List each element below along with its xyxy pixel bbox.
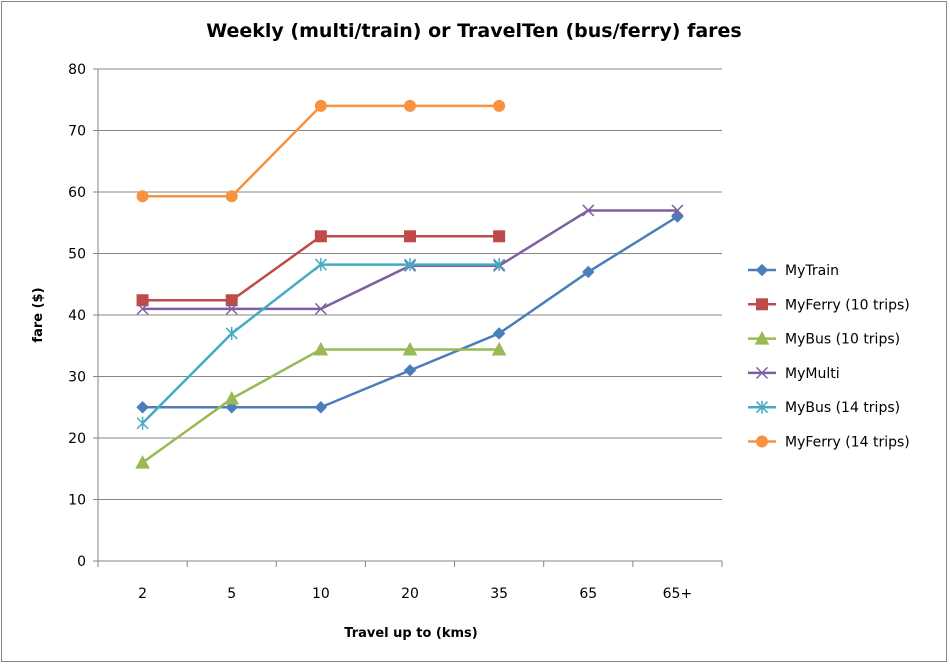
x-tick-label: 65+ bbox=[663, 586, 693, 602]
y-tick-label: 40 bbox=[68, 308, 86, 324]
data-point bbox=[492, 327, 506, 340]
data-point bbox=[671, 204, 684, 217]
series-0 bbox=[136, 210, 684, 414]
y-tick-label: 80 bbox=[68, 62, 86, 78]
y-tick-label: 70 bbox=[68, 124, 86, 140]
data-point bbox=[314, 302, 327, 315]
data-point bbox=[404, 230, 416, 243]
series-1 bbox=[136, 230, 506, 307]
data-point bbox=[314, 230, 327, 243]
data-point bbox=[224, 391, 240, 405]
legend-item: MyBus (10 trips) bbox=[748, 331, 900, 348]
data-point bbox=[135, 455, 150, 469]
data-point bbox=[225, 190, 238, 203]
legend-marker bbox=[755, 263, 769, 277]
series-4 bbox=[136, 258, 506, 430]
data-point bbox=[582, 265, 595, 279]
x-tick-label: 2 bbox=[138, 586, 147, 602]
data-point bbox=[136, 294, 149, 307]
x-tick-label: 10 bbox=[312, 586, 330, 602]
legend-label: MyBus (10 trips) bbox=[785, 332, 900, 348]
legend: MyTrain MyFerry (10 trips) MyBus (10 trips… bbox=[748, 263, 910, 451]
legend-label: MyMulti bbox=[785, 366, 840, 382]
legend-item: MyFerry (10 trips) bbox=[748, 297, 910, 313]
y-tick-label: 50 bbox=[68, 247, 86, 263]
legend-label: MyFerry (10 trips) bbox=[785, 297, 910, 313]
data-point bbox=[225, 294, 238, 307]
legend-marker bbox=[755, 366, 769, 379]
legend-label: MyTrain bbox=[785, 263, 839, 279]
legend-item: MyBus (14 trips) bbox=[748, 400, 900, 416]
y-tick-label: 0 bbox=[77, 554, 86, 570]
legend-marker bbox=[755, 400, 769, 414]
data-point bbox=[404, 99, 416, 112]
series-2 bbox=[135, 341, 507, 469]
legend-marker bbox=[754, 331, 770, 345]
y-tick-label: 20 bbox=[68, 431, 86, 447]
y-tick-label: 30 bbox=[68, 370, 86, 386]
x-tick-label: 20 bbox=[401, 586, 419, 602]
data-point bbox=[136, 190, 149, 203]
series-5 bbox=[136, 99, 506, 203]
x-tick-label: 35 bbox=[490, 586, 508, 602]
data-point bbox=[493, 258, 506, 272]
data-point bbox=[493, 230, 506, 243]
data-point bbox=[582, 204, 595, 217]
data-point bbox=[225, 326, 238, 340]
gridlines bbox=[93, 68, 722, 562]
x-tick-label: 65 bbox=[579, 586, 597, 602]
data-point bbox=[314, 401, 328, 414]
legend-marker bbox=[756, 435, 768, 448]
data-point bbox=[402, 341, 418, 356]
x-tick-label: 5 bbox=[227, 586, 236, 602]
y-tick-labels: 0 10 20 30 40 50 60 70 80 bbox=[68, 62, 86, 570]
legend-item: MyMulti bbox=[748, 366, 840, 382]
data-point bbox=[136, 302, 149, 315]
data-point bbox=[314, 99, 327, 112]
chart-title: Weekly (multi/train) or TravelTen (bus/f… bbox=[206, 20, 742, 42]
legend-item: MyFerry (14 trips) bbox=[748, 435, 910, 451]
data-point bbox=[493, 99, 506, 112]
data-point bbox=[403, 258, 417, 272]
legend-label: MyBus (14 trips) bbox=[785, 400, 900, 416]
series-line bbox=[142, 104, 500, 198]
data-point bbox=[225, 302, 238, 315]
x-tick-labels: 2 5 10 20 35 65 65+ bbox=[138, 586, 692, 602]
data-point bbox=[403, 364, 417, 377]
legend-item: MyTrain bbox=[748, 263, 839, 279]
y-axis-title: fare ($) bbox=[31, 287, 46, 342]
axes bbox=[97, 69, 723, 567]
data-point bbox=[314, 258, 327, 272]
y-tick-label: 60 bbox=[68, 185, 86, 201]
data-point bbox=[313, 341, 329, 356]
legend-marker bbox=[756, 298, 768, 311]
x-axis-title: Travel up to (kms) bbox=[344, 626, 477, 641]
y-tick-label: 10 bbox=[68, 493, 86, 509]
series-lines bbox=[135, 99, 684, 469]
series-line bbox=[142, 215, 679, 409]
legend-label: MyFerry (14 trips) bbox=[785, 435, 910, 451]
data-point bbox=[136, 416, 149, 430]
data-point bbox=[491, 341, 507, 356]
data-point bbox=[136, 401, 149, 414]
